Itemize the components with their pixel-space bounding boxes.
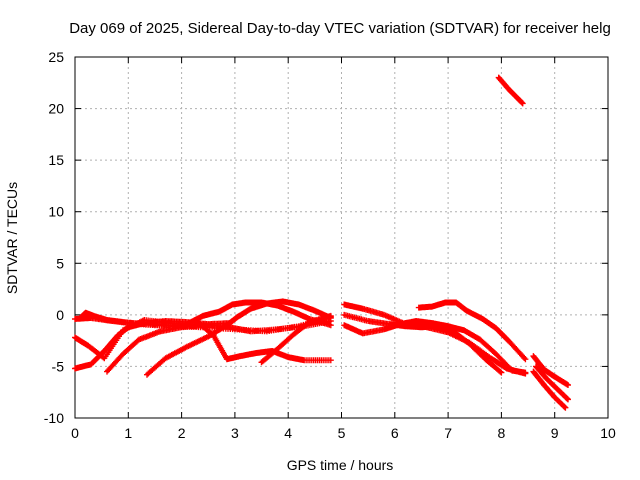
series-track-10 [341,301,529,377]
y-axis-label: SDTVAR / TECUs [4,182,20,294]
x-tick-label: 8 [498,425,506,441]
x-tick-label: 10 [600,425,616,441]
y-tick-label: 10 [48,204,64,220]
data-point-markers [530,353,571,388]
data-point-markers [258,312,334,366]
x-tick-label: 4 [284,425,292,441]
data-point-markers [415,299,529,363]
data-point-markers [533,363,571,403]
series-track-14 [495,74,526,107]
series-track-7 [183,299,334,329]
axis-ticks: 0 1 2 3 4 5 6 7 8 9 10 -10 -5 0 5 10 15 20 25 [44,49,616,441]
data-point-markers [341,311,505,376]
x-tick-label: 0 [71,425,79,441]
y-tick-label: 25 [48,49,64,65]
y-tick-label: -5 [52,358,65,374]
data-point-markers [530,368,569,411]
y-tick-label: -10 [44,410,64,426]
x-tick-label: 5 [338,425,346,441]
data-point-markers [144,298,334,378]
grid-lines [75,57,608,418]
series-track-9 [258,312,334,366]
series-track-13 [415,299,529,363]
x-tick-label: 2 [178,425,186,441]
data-point-markers [495,74,526,107]
x-tick-label: 1 [124,425,132,441]
series-track-12 [341,311,505,376]
data-point-markers [341,301,529,377]
x-tick-label: 6 [391,425,399,441]
data-point-markers [194,319,334,364]
data-marks [72,74,571,411]
series-track-6 [144,298,334,378]
y-tick-label: 5 [56,255,64,271]
x-tick-label: 7 [444,425,452,441]
x-tick-label: 3 [231,425,239,441]
y-tick-label: 0 [56,307,64,323]
data-point-markers [183,299,334,329]
y-tick-label: 20 [48,101,64,117]
x-axis-label: GPS time / hours [287,457,394,473]
series-track-15 [530,353,571,388]
y-tick-label: 15 [48,152,64,168]
x-tick-label: 9 [551,425,559,441]
series-track-8 [194,319,334,364]
chart-title: Day 069 of 2025, Sidereal Day-to-day VTE… [69,20,611,37]
series-track-17 [530,368,569,411]
series-track-16 [533,363,571,403]
